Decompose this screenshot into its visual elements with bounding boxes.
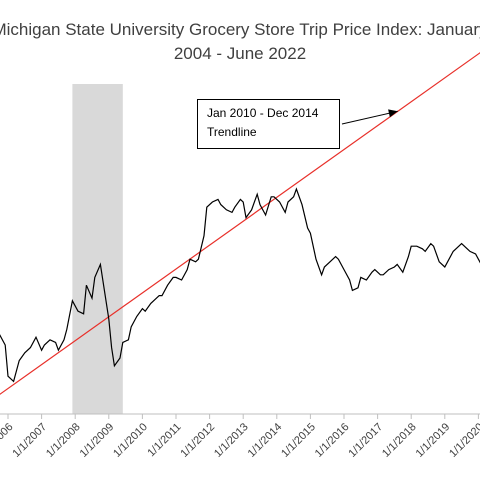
annotation-arrow-line (341, 110, 398, 125)
chart-title: Michigan State University Grocery Store … (0, 18, 480, 66)
x-tick-label: 1/1/2007 (10, 421, 49, 460)
trendline (0, 52, 480, 395)
x-tick-label: 1/1/2010 (111, 421, 150, 460)
x-tick-label: 1/1/2012 (178, 421, 217, 460)
series-line (0, 187, 480, 383)
x-tick-label: 1/1/2008 (44, 421, 83, 460)
trendline-annotation-box: Jan 2010 - Dec 2014 Trendline (197, 99, 340, 149)
x-tick-label: 1/1/2009 (78, 421, 117, 460)
annotation-line-1: Jan 2010 - Dec 2014 (207, 106, 319, 120)
chart-title-line-1: Michigan State University Grocery Store … (0, 20, 480, 39)
annotation-line-2: Trendline (207, 125, 257, 139)
x-tick-label: 1/1/2015 (279, 421, 318, 460)
x-tick-label: 1/1/2020 (447, 421, 480, 460)
x-tick-label: 1/1/2018 (380, 421, 419, 460)
recession-shading-0 (72, 84, 123, 414)
x-tick-label: 1/1/2016 (313, 421, 352, 460)
x-tick-label: 1/1/2019 (414, 421, 453, 460)
x-tick-label: 1/1/2013 (212, 421, 251, 460)
chart-title-line-2: 2004 - June 2022 (173, 44, 307, 63)
x-tick-label: 1/1/2011 (145, 421, 183, 459)
x-tick-label: 1/1/2017 (346, 421, 385, 460)
x-tick-label: 1/1/2014 (246, 421, 285, 460)
annotation-arrowhead (388, 109, 398, 118)
